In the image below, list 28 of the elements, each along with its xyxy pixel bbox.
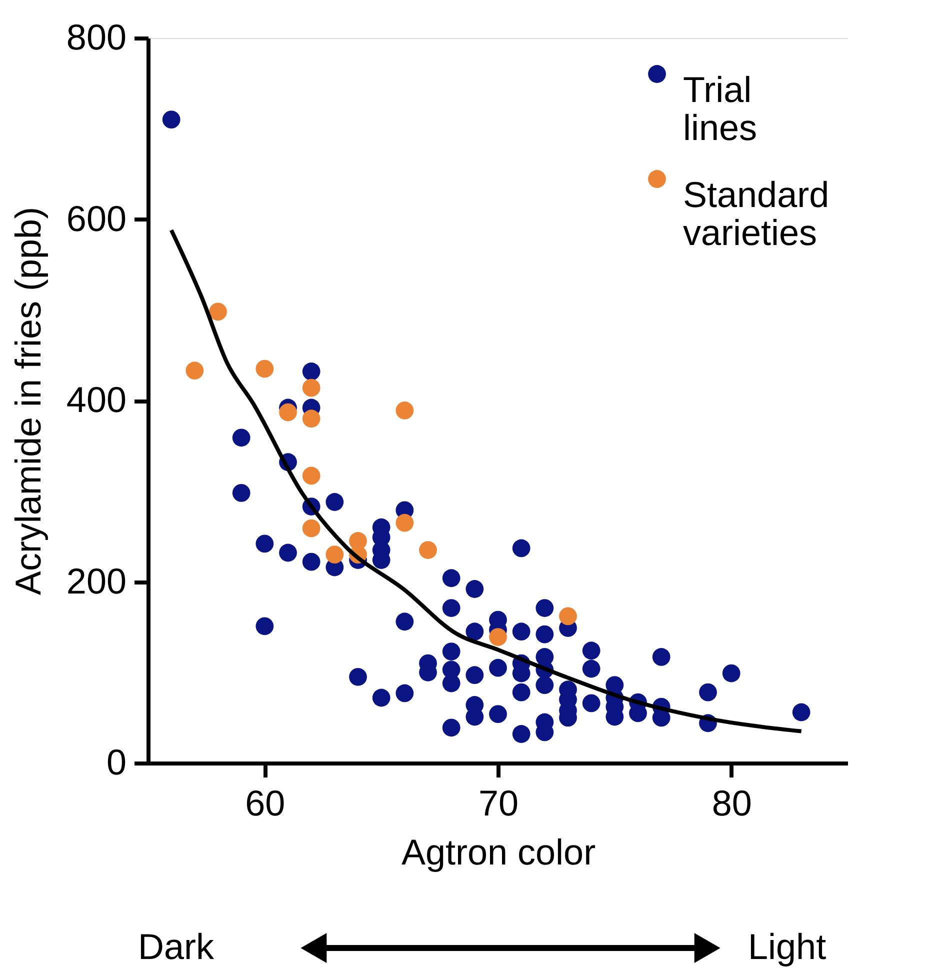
x-tick-label: 80 <box>712 782 752 824</box>
text: Dark <box>138 926 216 967</box>
point <box>489 628 507 646</box>
text: Light <box>748 926 826 967</box>
legend-label: Trial lines <box>683 69 758 148</box>
y-tick-label: 400 <box>66 379 126 420</box>
x-tick-label: 60 <box>245 782 286 824</box>
point <box>396 514 414 532</box>
point <box>302 519 320 538</box>
legend-label: Standard varieties <box>683 174 830 253</box>
point <box>396 402 414 420</box>
point <box>302 378 320 397</box>
point <box>302 410 320 428</box>
y-tick-label: 0 <box>106 742 126 782</box>
y-axis-title: Acrylamide in fries (ppb) <box>7 206 48 596</box>
point <box>302 466 320 485</box>
point <box>209 302 227 321</box>
point <box>279 403 297 422</box>
point <box>256 360 274 378</box>
point <box>326 546 344 564</box>
y-tick-label: 200 <box>66 560 126 602</box>
x-axis-title: Agtron color <box>401 832 596 872</box>
y-tick-label: 800 <box>66 16 126 58</box>
y-tick-label: 600 <box>66 198 126 239</box>
point <box>186 362 204 380</box>
x-tick-label: 70 <box>478 782 519 824</box>
point <box>559 607 577 626</box>
point <box>419 541 437 559</box>
